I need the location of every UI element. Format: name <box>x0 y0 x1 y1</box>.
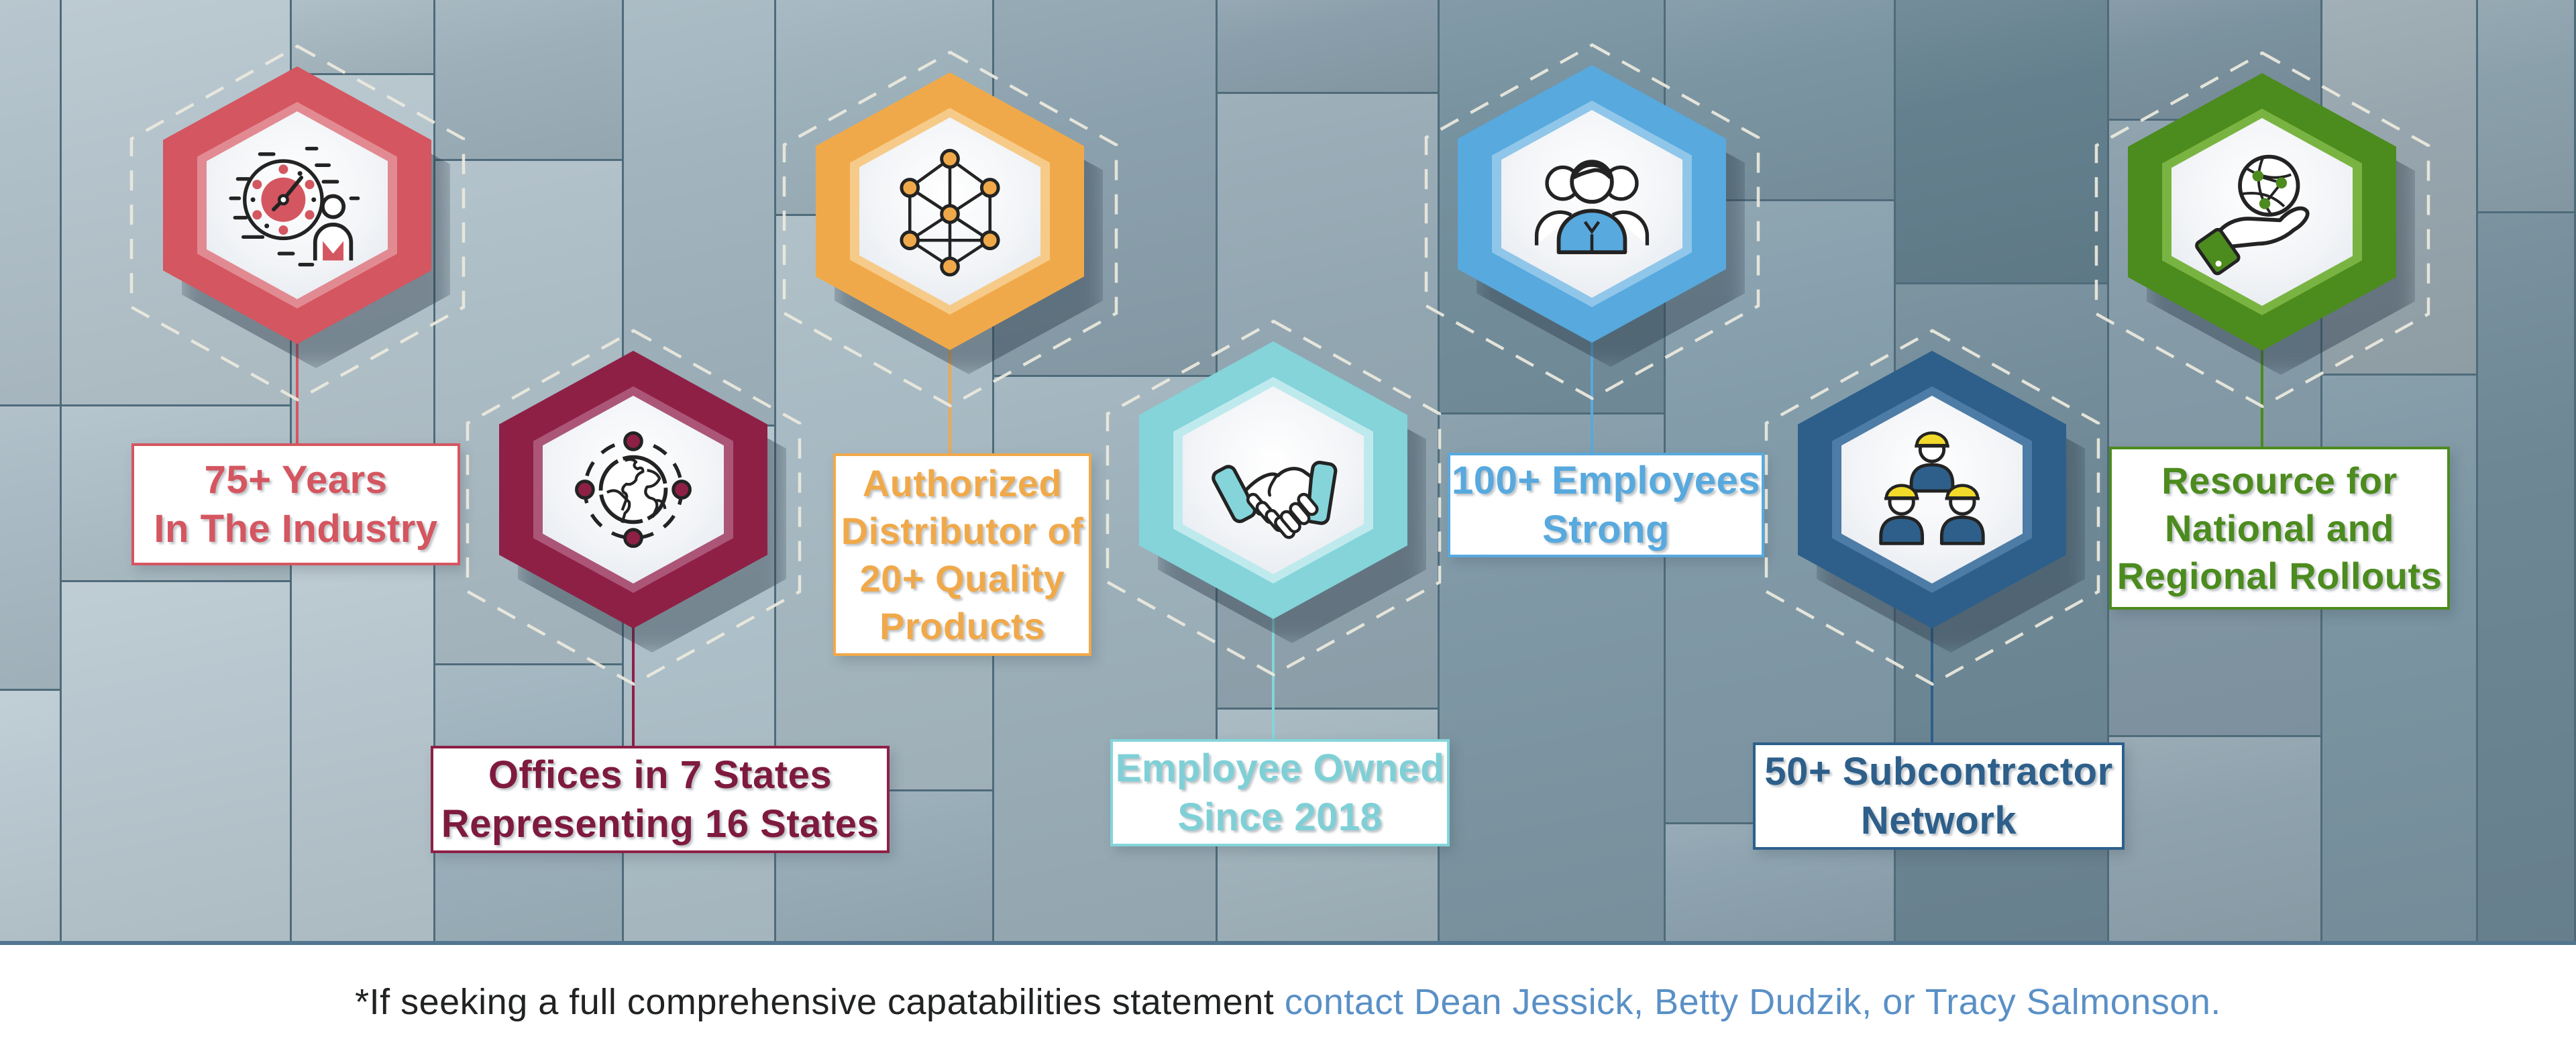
label-line: 50+ Subcontractor <box>1764 750 2113 793</box>
label-line: Representing 16 States <box>441 802 879 846</box>
wall-tile <box>292 562 433 943</box>
label-employees-strong: 100+ Employees Strong <box>1448 453 1764 557</box>
label-line: Network <box>1860 799 2017 842</box>
globe-orbit-icon <box>564 421 702 559</box>
label-line: Strong <box>1542 508 1670 551</box>
footer-divider <box>0 941 2576 945</box>
wall-tile <box>62 582 290 943</box>
label-authorized-distributor: Authorized Distributor of 20+ Quality Produ… <box>833 453 1091 656</box>
label-offices: Offices in 7 States Representing 16 State… <box>431 746 890 853</box>
label-line: 100+ Employees <box>1451 459 1760 502</box>
wall-tile <box>0 406 60 689</box>
label-line: Authorized <box>862 462 1063 504</box>
wall-tile <box>1896 0 2107 282</box>
employees-group-icon <box>1523 135 1661 273</box>
footer-strip <box>0 945 2576 1059</box>
label-subcontractor-network: 50+ Subcontractor Network <box>1753 742 2125 850</box>
caption: *If seeking a full comprehensive capatab… <box>0 945 2576 1059</box>
wall-tile <box>292 0 433 73</box>
wall-tile <box>2109 737 2320 943</box>
label-national-rollouts: Resource for National and Regional Rollout… <box>2109 447 2450 610</box>
label-employee-owned: Employee Owned Since 2018 <box>1110 739 1450 846</box>
clock-person-icon <box>228 136 366 274</box>
network-nodes-icon <box>881 142 1019 280</box>
workers-team-icon <box>1863 421 2001 559</box>
caption-text: *If seeking a full comprehensive capatab… <box>355 982 1285 1022</box>
wall-tile <box>2478 213 2574 943</box>
hand-globe-icon <box>2193 143 2331 281</box>
wall-tile <box>435 0 622 159</box>
label-line: Distributor of <box>841 510 1084 552</box>
label-line: Employee Owned <box>1115 746 1445 790</box>
label-line: 75+ Years <box>204 458 388 502</box>
label-line: Regional Rollouts <box>2116 555 2443 597</box>
label-line: 20+ Quality <box>859 557 1065 600</box>
label-line: Since 2018 <box>1177 795 1383 839</box>
label-line: National and <box>2164 507 2395 549</box>
label-years-in-industry: 75+ Years In The Industry <box>131 443 460 565</box>
wall-tile <box>0 0 60 404</box>
handshake-icon <box>1204 411 1342 549</box>
label-line: Offices in 7 States <box>488 753 833 797</box>
label-line: Products <box>879 605 1045 647</box>
caption-contact-names: contact Dean Jessick, Betty Dudzik, or T… <box>1284 982 2221 1022</box>
label-line: In The Industry <box>154 507 438 551</box>
wall-tile <box>0 691 60 943</box>
wall-tile <box>1218 0 1438 92</box>
label-line: Resource for <box>2161 459 2398 502</box>
wall-tile <box>2478 0 2574 211</box>
